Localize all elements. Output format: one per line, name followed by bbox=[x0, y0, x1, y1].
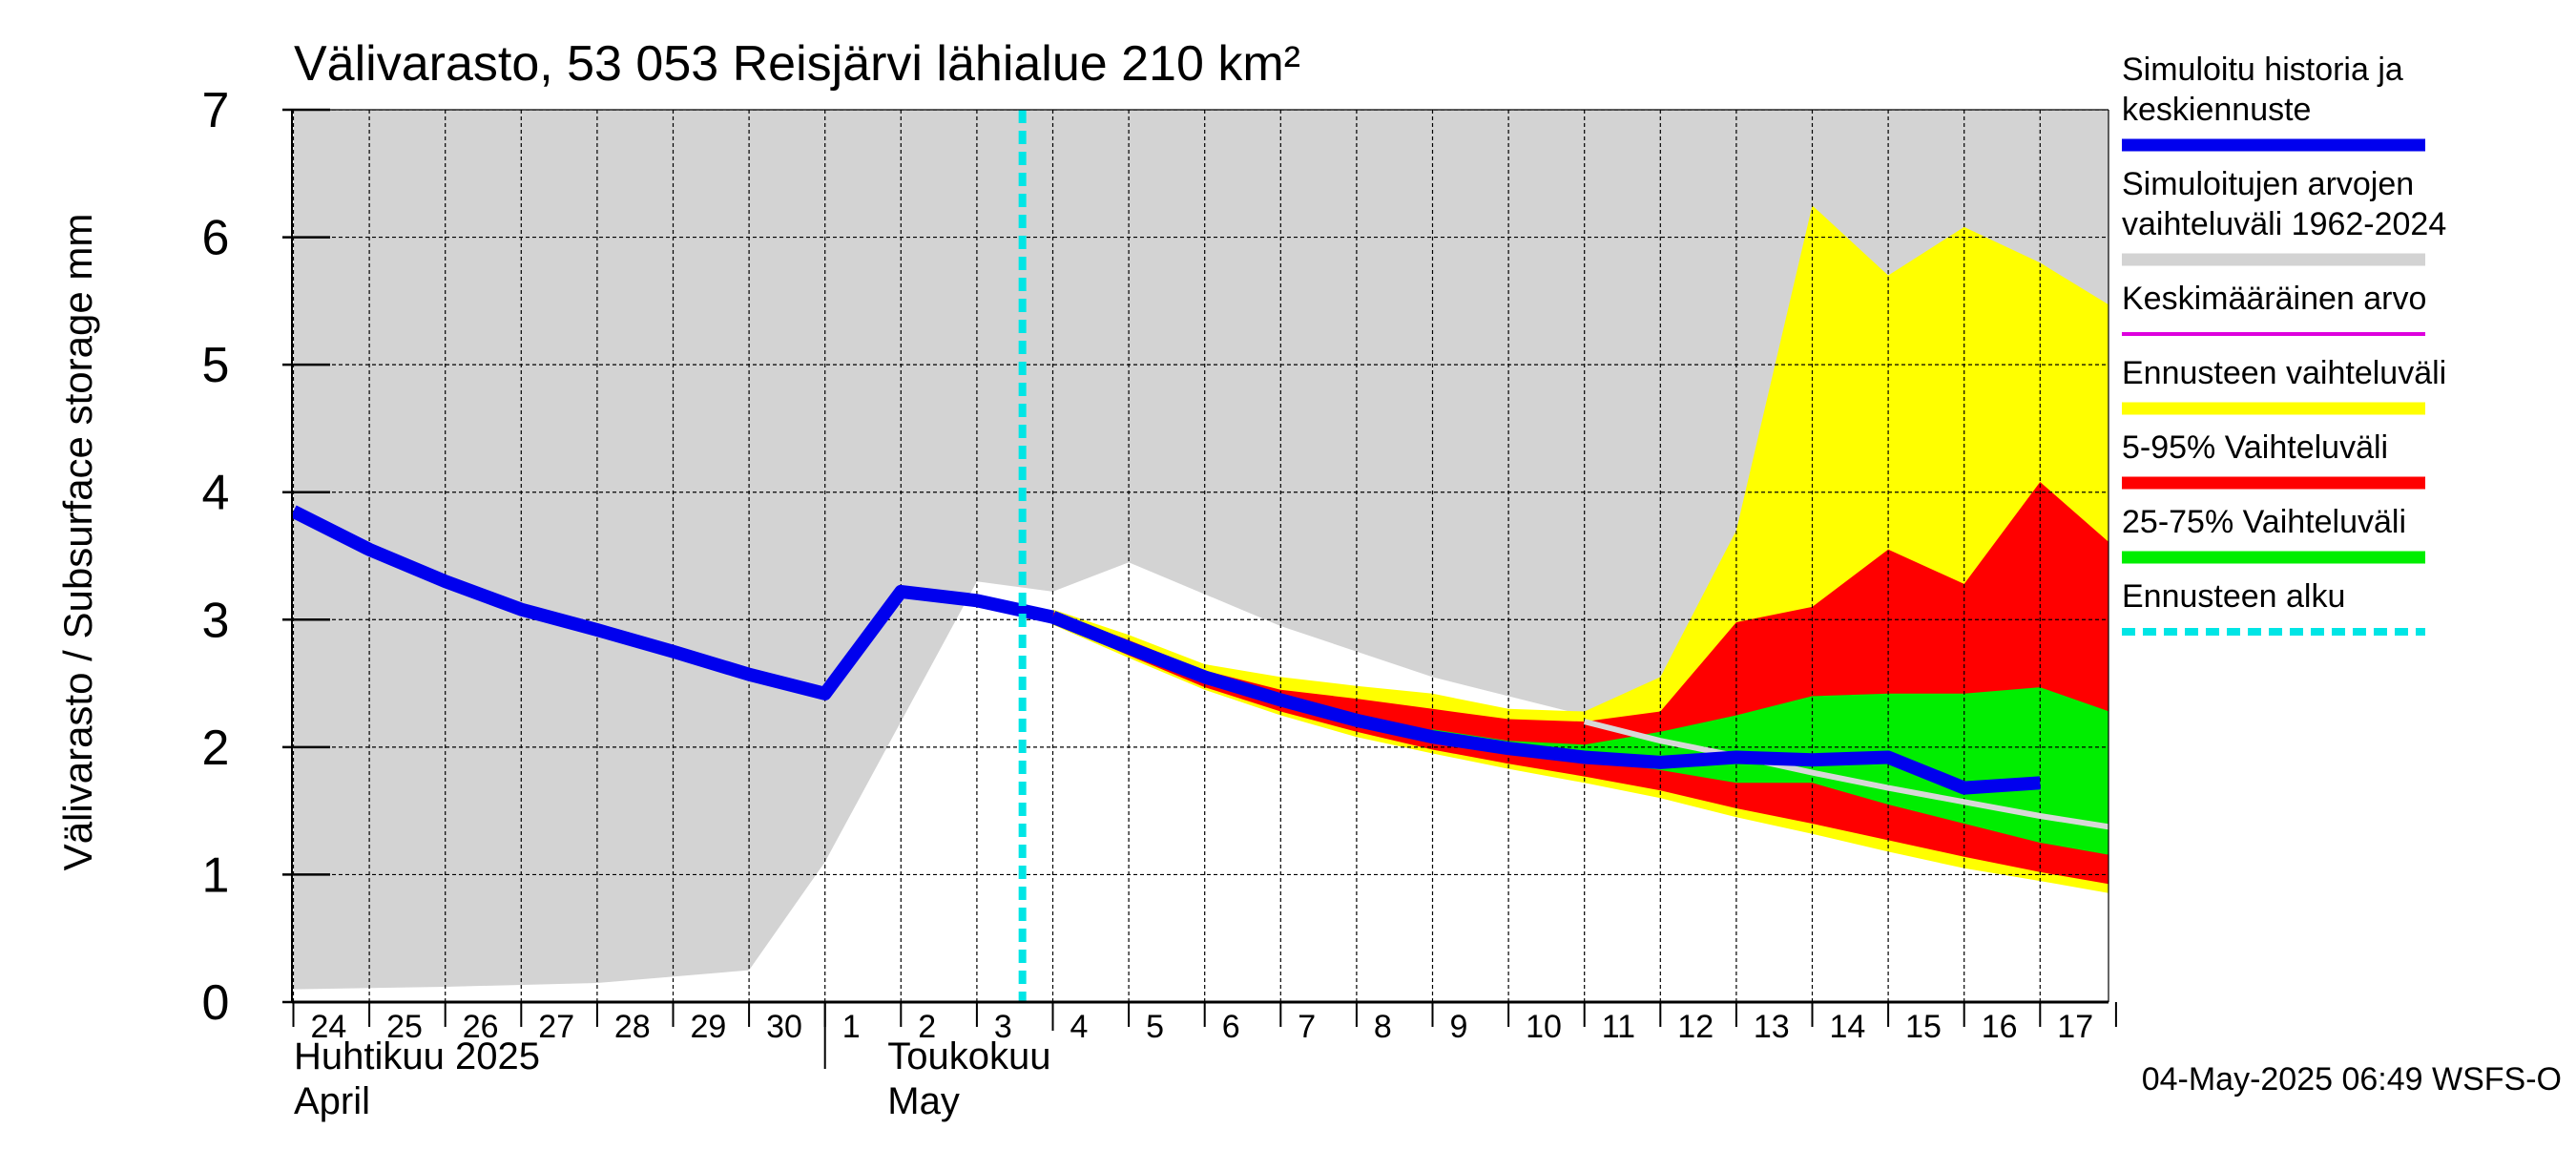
legend-label: 5-95% Vaihteluväli bbox=[2122, 429, 2388, 466]
x-tick-label: 2 bbox=[918, 1009, 936, 1045]
legend-label: 25-75% Vaihteluväli bbox=[2122, 504, 2406, 540]
x-tick-label: 1 bbox=[842, 1009, 861, 1045]
x-tick-label: 30 bbox=[766, 1009, 802, 1045]
y-tick-label: 3 bbox=[202, 593, 230, 648]
x-tick-label: 28 bbox=[614, 1009, 651, 1045]
y-tick-label: 1 bbox=[202, 847, 230, 903]
sim-range-band bbox=[293, 110, 2109, 990]
x-tick-label: 9 bbox=[1450, 1009, 1468, 1045]
x-tick-label: 7 bbox=[1298, 1009, 1316, 1045]
x-tick-label: 29 bbox=[691, 1009, 727, 1045]
x-tick-label: 16 bbox=[1982, 1009, 2018, 1045]
x-tick-label: 24 bbox=[311, 1009, 347, 1045]
y-tick-label: 2 bbox=[202, 721, 230, 776]
y-tick-label: 4 bbox=[202, 466, 230, 521]
y-tick-label: 0 bbox=[202, 975, 230, 1031]
chart-title: Välivarasto, 53 053 Reisjärvi lähialue 2… bbox=[294, 36, 1300, 92]
legend-label: Ennusteen vaihteluväli bbox=[2122, 355, 2446, 391]
history-line bbox=[292, 505, 1054, 700]
legend-label: vaihteluväli 1962-2024 bbox=[2122, 206, 2446, 242]
plot-content bbox=[292, 110, 2109, 1002]
x-tick-label: 10 bbox=[1526, 1009, 1562, 1045]
y-tick-label: 5 bbox=[202, 338, 230, 393]
x-tick-label: 11 bbox=[1602, 1009, 1635, 1045]
mean-line bbox=[1583, 719, 2109, 830]
x-tick-label: 13 bbox=[1754, 1009, 1790, 1045]
y-tick-label: 6 bbox=[202, 211, 230, 266]
x-tick-label: 25 bbox=[386, 1009, 423, 1045]
x-tick-label: 26 bbox=[463, 1009, 499, 1045]
month-label: Toukokuu bbox=[887, 1035, 1050, 1077]
month-label-en: May bbox=[887, 1080, 960, 1122]
legend-label: Simuloitu historia ja bbox=[2122, 52, 2403, 88]
x-tick-label: 8 bbox=[1374, 1009, 1392, 1045]
plot-area bbox=[292, 110, 2109, 1002]
x-tick-label: 17 bbox=[2057, 1009, 2093, 1045]
y-axis-label: Välivarasto / Subsurface storage mm bbox=[55, 214, 100, 871]
p25-75-band bbox=[1432, 687, 2109, 855]
x-tick-label: 27 bbox=[538, 1009, 574, 1045]
legend-label: keskiennuste bbox=[2122, 92, 2311, 128]
legend-label: Keskimääräinen arvo bbox=[2122, 281, 2426, 317]
legend-label: Ennusteen alku bbox=[2122, 578, 2345, 615]
timestamp: 04-May-2025 06:49 WSFS-O bbox=[2142, 1061, 2562, 1098]
x-tick-label: 15 bbox=[1905, 1009, 1942, 1045]
legend-label: Simuloitujen arvojen bbox=[2122, 166, 2414, 202]
legend: Simuloitu historia ja keskiennuste Simuloi… bbox=[2122, 52, 2446, 636]
x-tick-label: 5 bbox=[1146, 1009, 1164, 1045]
x-tick-label: 6 bbox=[1222, 1009, 1240, 1045]
x-tick-label: 14 bbox=[1830, 1009, 1866, 1045]
grid bbox=[292, 110, 2109, 1002]
x-tick-label: 12 bbox=[1677, 1009, 1714, 1045]
x-tick-label: 4 bbox=[1070, 1009, 1089, 1045]
median-forecast-line bbox=[1049, 611, 2041, 795]
month-label-en: April bbox=[294, 1080, 370, 1122]
x-tick-label: 3 bbox=[994, 1009, 1012, 1045]
y-tick-label: 7 bbox=[202, 83, 230, 138]
month-label: Huhtikuu 2025 bbox=[294, 1035, 540, 1077]
